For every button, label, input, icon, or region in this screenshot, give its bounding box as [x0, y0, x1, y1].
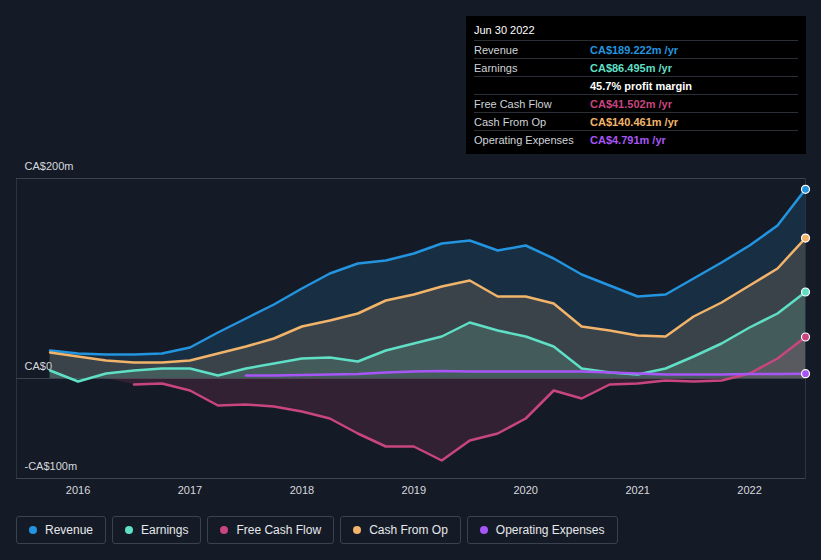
svg-text:-CA$100m: -CA$100m [25, 460, 78, 472]
html-text:Earnings: Earnings [141, 523, 189, 537]
svg-text:CA$200m: CA$200m [25, 160, 74, 172]
html-text:45.7% profit margin: 45.7% profit margin [590, 79, 693, 92]
svg-text:2020: 2020 [513, 484, 537, 496]
html-text:CA$189.222m /yr: CA$189.222m /yr [590, 43, 679, 56]
svg-text:CA$0: CA$0 [25, 360, 53, 372]
svg-text:2019: 2019 [402, 484, 426, 496]
html-text:Free Cash Flow: Free Cash Flow [236, 523, 322, 537]
html-text:Jun 30 2022: Jun 30 2022 [474, 24, 535, 36]
html-text:Cash From Op: Cash From Op [369, 523, 448, 537]
html-text:Operating Expenses: Operating Expenses [474, 133, 574, 146]
svg-text:2016: 2016 [66, 484, 90, 496]
svg-text:2017: 2017 [178, 484, 202, 496]
html-text:Revenue: Revenue [474, 43, 518, 56]
svg-text:2021: 2021 [625, 484, 649, 496]
html-text:CA$86.495m /yr: CA$86.495m /yr [590, 61, 672, 74]
html-text:Revenue: Revenue [45, 523, 93, 537]
html-text:Free Cash Flow: Free Cash Flow [474, 97, 552, 110]
svg-text:2018: 2018 [290, 484, 314, 496]
html-text:CA$140.461m /yr: CA$140.461m /yr [590, 115, 679, 128]
html-text:Cash From Op: Cash From Op [474, 115, 547, 128]
svg-text:2022: 2022 [737, 484, 761, 496]
html-text:CA$41.502m /yr: CA$41.502m /yr [590, 97, 672, 110]
html-text:Operating Expenses: Operating Expenses [495, 523, 605, 537]
html-text:Earnings: Earnings [474, 61, 518, 74]
html-text:CA$4.791m /yr: CA$4.791m /yr [590, 133, 666, 146]
